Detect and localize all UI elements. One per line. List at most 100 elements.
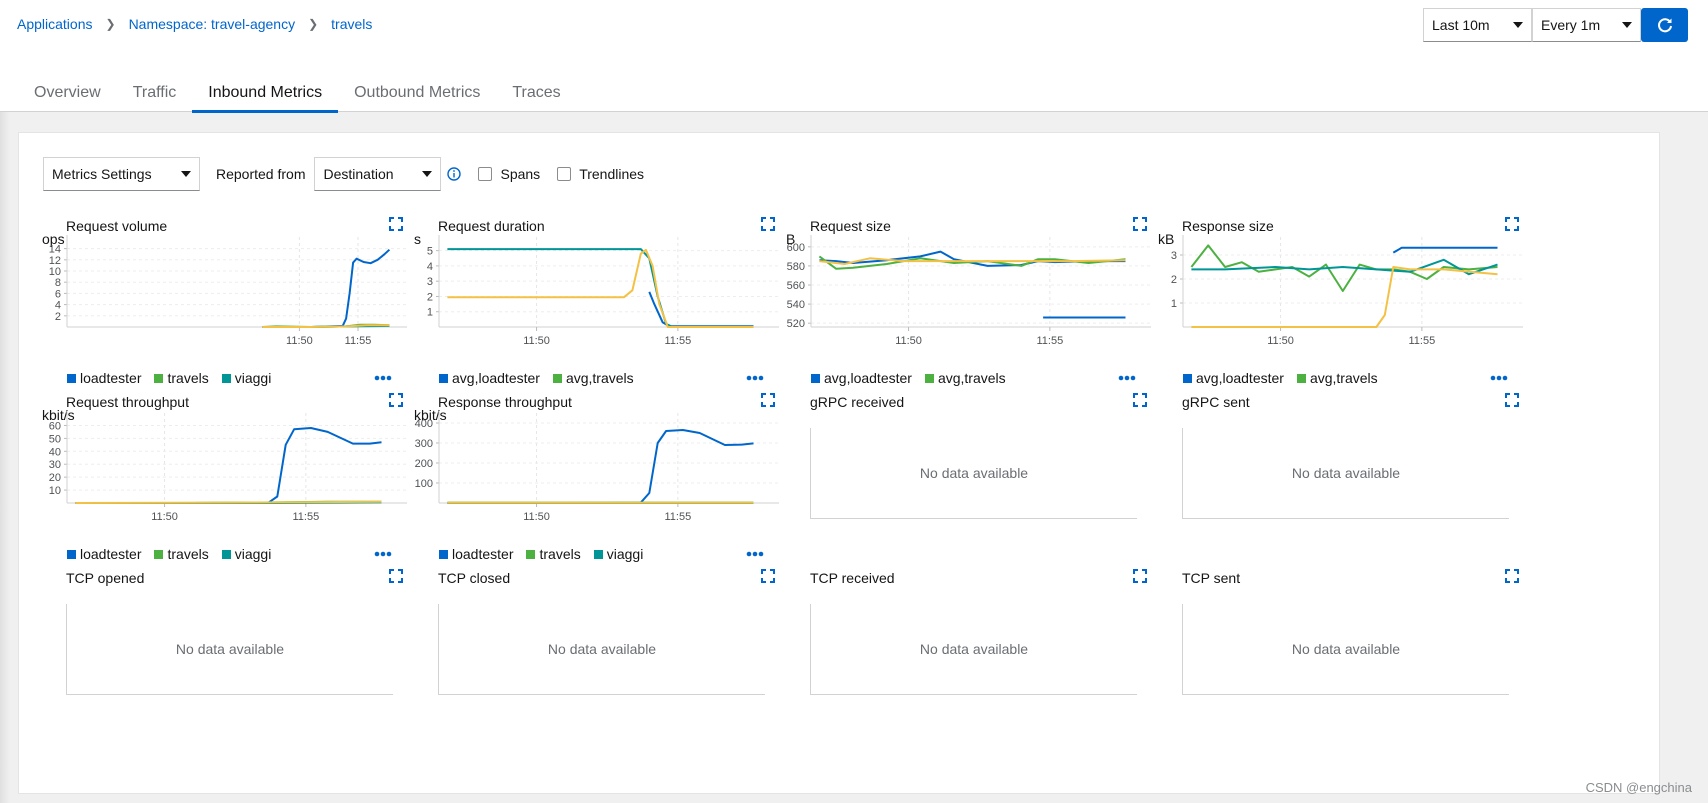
legend-item-viaggi[interactable]: viaggi <box>221 546 271 562</box>
y-tick-label: 10 <box>49 485 61 497</box>
tab-overview[interactable]: Overview <box>34 84 101 101</box>
legend-label: loadtester <box>452 546 514 562</box>
panel-request-volume: Request volume ops 2 4 6 8 10 12 14 11:50 11:55 loa… <box>37 209 417 399</box>
tab-outbound-metrics[interactable]: Outbound Metrics <box>354 84 481 101</box>
y-tick-label: 2 <box>427 291 433 303</box>
tab-inbound-metrics[interactable]: Inbound Metrics <box>192 76 338 113</box>
expand-icon[interactable] <box>1505 217 1519 231</box>
legend-label: loadtester <box>80 546 142 562</box>
y-tick-label: 1 <box>1171 298 1177 310</box>
tab-traces[interactable]: Traces <box>512 84 561 101</box>
legend-item-loadtester[interactable]: loadtester <box>67 370 141 386</box>
legend-item-loadtester[interactable]: loadtester <box>439 546 513 562</box>
legend-item-avg-loadtester[interactable]: avg,loadtester <box>811 370 912 386</box>
y-tick-label: 3 <box>1171 250 1177 262</box>
expand-icon[interactable] <box>1133 569 1147 583</box>
y-tick-label: 30 <box>49 459 61 471</box>
expand-icon[interactable] <box>389 217 403 231</box>
chart-legend: loadtester travels viaggi <box>67 546 284 562</box>
legend-item-avg-loadtester[interactable]: avg,loadtester <box>1183 370 1284 386</box>
chart-legend: avg,loadtester avg,travels <box>1183 370 1391 386</box>
y-tick-label: 20 <box>49 472 61 484</box>
chart-legend: loadtester travels viaggi <box>439 546 656 562</box>
legend-item-travels[interactable]: travels <box>154 370 209 386</box>
legend-item-avg-travels[interactable]: avg,travels <box>1296 370 1378 386</box>
no-data-message: No data available <box>810 428 1137 519</box>
legend-label: avg,travels <box>937 370 1006 386</box>
expand-icon[interactable] <box>1133 217 1147 231</box>
refresh-interval-dropdown[interactable]: Every 1m <box>1532 8 1641 42</box>
y-tick-label: 2 <box>1171 274 1177 286</box>
expand-icon[interactable] <box>389 393 403 407</box>
legend-swatch <box>1296 373 1306 383</box>
legend-item-avg-loadtester[interactable]: avg,loadtester <box>439 370 540 386</box>
expand-icon[interactable] <box>761 569 775 583</box>
chart-request-duration: 1 2 3 4 5 11:50 11:55 <box>427 235 779 347</box>
metrics-settings-label: Metrics Settings <box>52 166 152 182</box>
refresh-button[interactable] <box>1641 8 1688 42</box>
metrics-settings-dropdown[interactable]: Metrics Settings <box>43 157 200 191</box>
legend-label: loadtester <box>80 370 142 386</box>
chevron-right-icon: ❯ <box>308 17 319 31</box>
legend-swatch <box>221 549 231 559</box>
y-tick-label: 580 <box>787 261 805 273</box>
breadcrumb-namespace[interactable]: Namespace: travel-agency <box>128 16 296 32</box>
tab-traffic[interactable]: Traffic <box>132 84 177 101</box>
breadcrumb-applications[interactable]: Applications <box>17 16 93 32</box>
expand-icon[interactable] <box>761 393 775 407</box>
trendlines-option: Trendlines <box>557 166 644 182</box>
no-data-message: No data available <box>66 604 393 695</box>
legend-swatch <box>811 373 820 383</box>
legend-item-viaggi[interactable]: viaggi <box>593 546 643 562</box>
reported-from-dropdown[interactable]: Destination <box>314 157 442 191</box>
caret-down-icon <box>1513 22 1523 28</box>
y-tick-label: 2 <box>55 311 61 323</box>
y-tick-label: 520 <box>787 318 805 330</box>
y-axis-unit: kB <box>1158 231 1175 247</box>
legend-item-loadtester[interactable]: loadtester <box>67 546 141 562</box>
spans-label: Spans <box>500 166 541 182</box>
expand-icon[interactable] <box>1505 569 1519 583</box>
expand-icon[interactable] <box>761 217 775 231</box>
refresh-icon <box>1657 18 1672 33</box>
legend-item-avg-travels[interactable]: avg,travels <box>552 370 634 386</box>
y-tick-label: 50 <box>49 433 61 445</box>
trendlines-checkbox[interactable] <box>557 167 572 181</box>
more-options-icon[interactable] <box>746 375 764 381</box>
panel-tcp-closed: TCP closed No data available <box>409 561 789 751</box>
time-range-dropdown[interactable]: Last 10m <box>1423 8 1532 42</box>
legend-item-travels[interactable]: travels <box>526 546 581 562</box>
spans-checkbox[interactable] <box>478 167 493 181</box>
y-tick-label: 200 <box>415 458 433 470</box>
x-tick-label: 11:50 <box>895 335 922 347</box>
legend-swatch <box>439 549 448 559</box>
series-line-series <box>819 257 1126 265</box>
panel-response-size: Response size kB 1 2 3 11:50 11:55 avg,loadtest… <box>1153 209 1533 399</box>
legend-item-avg-travels[interactable]: avg,travels <box>924 370 1006 386</box>
legend-label: travels <box>539 546 581 562</box>
panel-tcp-sent: TCP sent No data available <box>1153 561 1533 751</box>
expand-icon[interactable] <box>389 569 403 583</box>
more-options-icon[interactable] <box>1118 375 1136 381</box>
legend-swatch <box>221 373 231 383</box>
legend-item-viaggi[interactable]: viaggi <box>221 370 271 386</box>
breadcrumb-travels[interactable]: travels <box>331 16 373 32</box>
more-options-icon[interactable] <box>1490 375 1508 381</box>
caret-down-icon <box>422 171 433 177</box>
more-options-icon[interactable] <box>746 551 764 557</box>
expand-icon[interactable] <box>1505 393 1519 407</box>
reported-from-label: Reported from <box>216 166 306 182</box>
x-tick-label: 11:55 <box>345 335 372 347</box>
caret-down-icon <box>1622 22 1632 28</box>
expand-icon[interactable] <box>1133 393 1147 407</box>
series-line-series <box>1191 258 1498 276</box>
legend-item-travels[interactable]: travels <box>154 546 209 562</box>
info-icon[interactable] <box>447 167 462 181</box>
more-options-icon[interactable] <box>374 551 392 557</box>
more-options-icon[interactable] <box>374 375 392 381</box>
time-range-value: Last 10m <box>1432 17 1490 33</box>
legend-swatch <box>439 373 448 383</box>
panel-title: Response size <box>1182 218 1274 234</box>
spans-option: Spans <box>478 166 540 182</box>
